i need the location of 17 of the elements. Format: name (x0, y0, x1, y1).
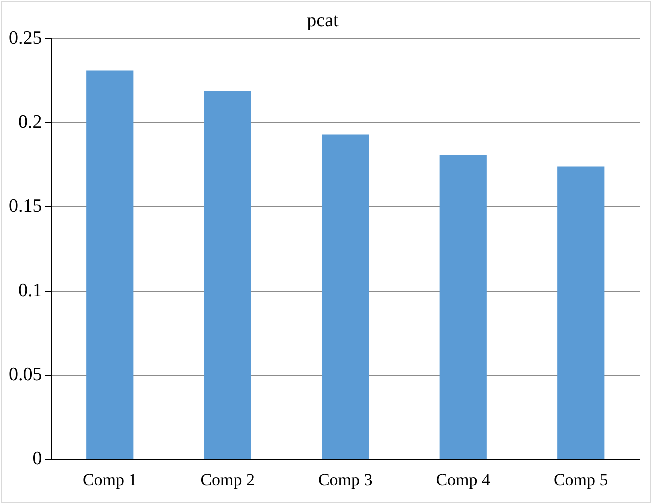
x-tick-label: Comp 3 (318, 470, 373, 490)
bar (440, 154, 487, 460)
bar (322, 134, 370, 460)
y-tick-label: 0.05 (9, 364, 42, 386)
x-tick-label: Comp 2 (200, 470, 256, 490)
x-tick-label: Comp 5 (554, 470, 608, 490)
chart-title: pcat (307, 10, 340, 32)
bar (204, 90, 252, 460)
bar (558, 166, 605, 460)
x-tick-label: Comp 4 (436, 470, 492, 490)
y-tick-label: 0.25 (9, 28, 42, 49)
y-tick-label: 0.15 (9, 196, 42, 218)
y-tick-label: 0.1 (18, 280, 42, 302)
y-tick-label: 0.2 (18, 112, 42, 133)
bar (86, 70, 134, 460)
x-tick-label: Comp 1 (82, 470, 138, 490)
y-tick-label: 0 (32, 448, 42, 470)
